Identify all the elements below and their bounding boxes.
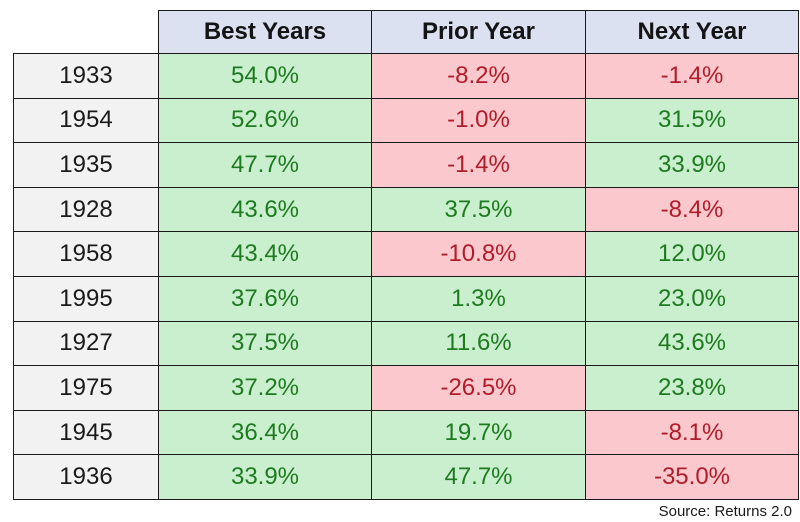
table-row: 1927 37.5% 11.6% 43.6% — [13, 320, 799, 367]
best-years-cell: 37.6% — [158, 275, 372, 322]
year-cell: 1995 — [13, 275, 159, 322]
prior-year-cell: -10.8% — [371, 231, 586, 277]
table-row: 1936 33.9% 47.7% -35.0% — [13, 454, 799, 500]
header-best-years: Best Years — [158, 10, 372, 54]
table-row: 1928 43.6% 37.5% -8.4% — [13, 186, 799, 233]
prior-year-cell: 47.7% — [371, 454, 586, 500]
year-cell: 1975 — [13, 365, 159, 411]
table-row: 1975 37.2% -26.5% 23.8% — [13, 365, 799, 411]
best-years-cell: 33.9% — [158, 454, 372, 500]
table-row: 1935 47.7% -1.4% 33.9% — [13, 142, 799, 188]
prior-year-cell: 11.6% — [371, 320, 586, 367]
header-next-year: Next Year — [585, 10, 799, 54]
best-years-cell: 37.5% — [158, 320, 372, 367]
best-years-cell: 43.4% — [158, 231, 372, 277]
prior-year-cell: -1.4% — [371, 142, 586, 188]
table-body: 1933 54.0% -8.2% -1.4% 1954 52.6% -1.0% 31.5% 19… — [13, 53, 799, 500]
next-year-cell: -1.4% — [585, 53, 799, 99]
next-year-cell: -8.4% — [585, 186, 799, 233]
returns-table: Best Years Prior Year Next Year 1933 54.0… — [13, 10, 799, 500]
year-cell: 1945 — [13, 409, 159, 456]
table-row: 1945 36.4% 19.7% -8.1% — [13, 409, 799, 456]
prior-year-cell: -26.5% — [371, 365, 586, 411]
next-year-cell: 33.9% — [585, 142, 799, 188]
header-row: Best Years Prior Year Next Year — [13, 10, 799, 54]
table-row: 1958 43.4% -10.8% 12.0% — [13, 231, 799, 277]
next-year-cell: 23.0% — [585, 275, 799, 322]
prior-year-cell: -8.2% — [371, 53, 586, 99]
next-year-cell: -8.1% — [585, 409, 799, 456]
next-year-cell: 12.0% — [585, 231, 799, 277]
source-note: Source: Returns 2.0 — [658, 503, 792, 520]
next-year-cell: 23.8% — [585, 365, 799, 411]
next-year-cell: 43.6% — [585, 320, 799, 367]
year-cell: 1936 — [13, 454, 159, 500]
prior-year-cell: 19.7% — [371, 409, 586, 456]
next-year-cell: 31.5% — [585, 97, 799, 144]
table-row: 1995 37.6% 1.3% 23.0% — [13, 275, 799, 322]
best-years-cell: 36.4% — [158, 409, 372, 456]
best-years-cell: 52.6% — [158, 97, 372, 144]
year-cell: 1954 — [13, 97, 159, 144]
prior-year-cell: -1.0% — [371, 97, 586, 144]
year-cell: 1935 — [13, 142, 159, 188]
best-years-cell: 37.2% — [158, 365, 372, 411]
year-cell: 1928 — [13, 186, 159, 233]
best-years-cell: 43.6% — [158, 186, 372, 233]
header-corner-cell — [13, 10, 159, 54]
prior-year-cell: 1.3% — [371, 275, 586, 322]
table-row: 1933 54.0% -8.2% -1.4% — [13, 53, 799, 99]
prior-year-cell: 37.5% — [371, 186, 586, 233]
header-prior-year: Prior Year — [371, 10, 586, 54]
next-year-cell: -35.0% — [585, 454, 799, 500]
year-cell: 1958 — [13, 231, 159, 277]
best-years-cell: 54.0% — [158, 53, 372, 99]
table-row: 1954 52.6% -1.0% 31.5% — [13, 97, 799, 144]
year-cell: 1927 — [13, 320, 159, 367]
best-years-cell: 47.7% — [158, 142, 372, 188]
year-cell: 1933 — [13, 53, 159, 99]
